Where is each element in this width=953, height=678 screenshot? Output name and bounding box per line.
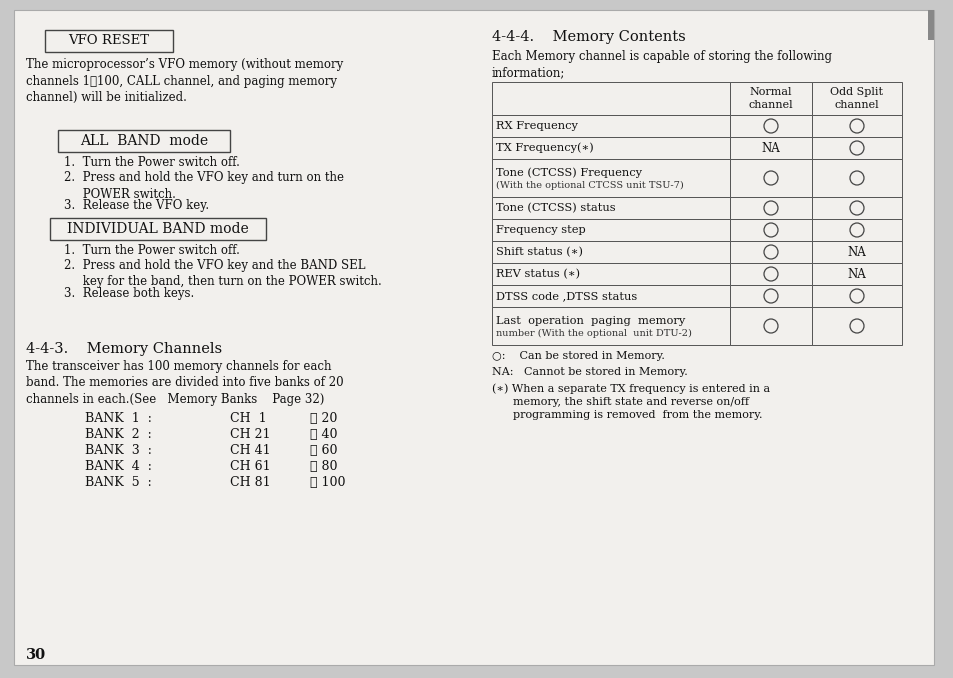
- FancyBboxPatch shape: [45, 30, 172, 52]
- Text: CH  1: CH 1: [230, 412, 266, 425]
- FancyBboxPatch shape: [729, 159, 811, 197]
- Text: NA:   Cannot be stored in Memory.: NA: Cannot be stored in Memory.: [492, 367, 687, 377]
- Text: 3.  Release both keys.: 3. Release both keys.: [64, 287, 194, 300]
- Text: Odd Split
channel: Odd Split channel: [830, 87, 882, 110]
- Text: RX Frequency: RX Frequency: [496, 121, 578, 131]
- Text: CH 61: CH 61: [230, 460, 271, 473]
- Text: CH 81: CH 81: [230, 476, 271, 489]
- FancyBboxPatch shape: [811, 159, 901, 197]
- FancyBboxPatch shape: [14, 10, 933, 665]
- FancyBboxPatch shape: [492, 241, 729, 263]
- FancyBboxPatch shape: [729, 307, 811, 345]
- FancyBboxPatch shape: [729, 115, 811, 137]
- FancyBboxPatch shape: [811, 115, 901, 137]
- FancyBboxPatch shape: [492, 219, 729, 241]
- Text: Shift status (∗): Shift status (∗): [496, 247, 582, 257]
- FancyBboxPatch shape: [492, 159, 729, 197]
- Text: 30: 30: [26, 648, 46, 662]
- Text: VFO RESET: VFO RESET: [69, 35, 150, 47]
- Text: 4-4-3.    Memory Channels: 4-4-3. Memory Channels: [26, 342, 222, 356]
- Text: Tone (CTCSS) Frequency: Tone (CTCSS) Frequency: [496, 167, 641, 178]
- FancyBboxPatch shape: [729, 241, 811, 263]
- Text: 1.  Turn the Power switch off.: 1. Turn the Power switch off.: [64, 156, 239, 169]
- Text: DTSS code ,DTSS status: DTSS code ,DTSS status: [496, 291, 637, 301]
- FancyBboxPatch shape: [811, 197, 901, 219]
- FancyBboxPatch shape: [729, 137, 811, 159]
- Text: 3.  Release the VFO key.: 3. Release the VFO key.: [64, 199, 209, 212]
- FancyBboxPatch shape: [811, 263, 901, 285]
- Text: CH 41: CH 41: [230, 444, 271, 457]
- FancyBboxPatch shape: [58, 130, 230, 152]
- FancyBboxPatch shape: [729, 219, 811, 241]
- Text: CH 21: CH 21: [230, 428, 271, 441]
- Text: REV status (∗): REV status (∗): [496, 269, 579, 279]
- Text: 4-4-4.    Memory Contents: 4-4-4. Memory Contents: [492, 30, 685, 44]
- Text: (∗) When a separate TX frequency is entered in a
      memory, the shift state a: (∗) When a separate TX frequency is ente…: [492, 383, 769, 420]
- FancyBboxPatch shape: [729, 82, 811, 115]
- Text: The transceiver has 100 memory channels for each
band. The memories are divided : The transceiver has 100 memory channels …: [26, 360, 343, 406]
- Text: BANK  1  :: BANK 1 :: [85, 412, 152, 425]
- Text: 2.  Press and hold the VFO key and the BAND SEL
     key for the band, then turn: 2. Press and hold the VFO key and the BA…: [64, 259, 381, 289]
- Text: NA: NA: [846, 245, 865, 258]
- FancyBboxPatch shape: [729, 285, 811, 307]
- Text: Normal
channel: Normal channel: [748, 87, 793, 110]
- FancyBboxPatch shape: [50, 218, 266, 240]
- FancyBboxPatch shape: [492, 263, 729, 285]
- Text: Each Memory channel is capable of storing the following
information;: Each Memory channel is capable of storin…: [492, 50, 831, 79]
- Text: NA: NA: [846, 268, 865, 281]
- Text: BANK  5  :: BANK 5 :: [85, 476, 152, 489]
- Text: (With the optional CTCSS unit TSU-7): (With the optional CTCSS unit TSU-7): [496, 180, 683, 190]
- Text: ～ 80: ～ 80: [310, 460, 337, 473]
- Text: The microprocessor’s VFO memory (without memory
channels 1～100, CALL channel, an: The microprocessor’s VFO memory (without…: [26, 58, 343, 104]
- FancyBboxPatch shape: [492, 285, 729, 307]
- FancyBboxPatch shape: [492, 137, 729, 159]
- Text: TX Frequency(∗): TX Frequency(∗): [496, 142, 593, 153]
- Text: ～ 20: ～ 20: [310, 412, 337, 425]
- Text: BANK  3  :: BANK 3 :: [85, 444, 152, 457]
- Text: Tone (CTCSS) status: Tone (CTCSS) status: [496, 203, 615, 213]
- Text: ～ 100: ～ 100: [310, 476, 345, 489]
- FancyBboxPatch shape: [492, 115, 729, 137]
- Text: ～ 60: ～ 60: [310, 444, 337, 457]
- Text: ～ 40: ～ 40: [310, 428, 337, 441]
- Text: INDIVIDUAL BAND mode: INDIVIDUAL BAND mode: [67, 222, 249, 236]
- FancyBboxPatch shape: [729, 263, 811, 285]
- FancyBboxPatch shape: [927, 10, 933, 40]
- Text: number (With the optional  unit DTU-2): number (With the optional unit DTU-2): [496, 328, 691, 338]
- Text: ALL  BAND  mode: ALL BAND mode: [80, 134, 208, 148]
- FancyBboxPatch shape: [811, 82, 901, 115]
- Text: NA: NA: [760, 142, 780, 155]
- FancyBboxPatch shape: [811, 241, 901, 263]
- Text: 1.  Turn the Power switch off.: 1. Turn the Power switch off.: [64, 244, 239, 257]
- Text: BANK  4  :: BANK 4 :: [85, 460, 152, 473]
- Text: Last  operation  paging  memory: Last operation paging memory: [496, 316, 684, 326]
- FancyBboxPatch shape: [811, 285, 901, 307]
- FancyBboxPatch shape: [492, 307, 729, 345]
- FancyBboxPatch shape: [492, 197, 729, 219]
- FancyBboxPatch shape: [811, 219, 901, 241]
- Text: BANK  2  :: BANK 2 :: [85, 428, 152, 441]
- FancyBboxPatch shape: [811, 307, 901, 345]
- FancyBboxPatch shape: [811, 137, 901, 159]
- Text: Frequency step: Frequency step: [496, 225, 585, 235]
- FancyBboxPatch shape: [729, 197, 811, 219]
- Text: ○:    Can be stored in Memory.: ○: Can be stored in Memory.: [492, 351, 664, 361]
- FancyBboxPatch shape: [492, 82, 729, 115]
- Text: 2.  Press and hold the VFO key and turn on the
     POWER switch.: 2. Press and hold the VFO key and turn o…: [64, 171, 344, 201]
